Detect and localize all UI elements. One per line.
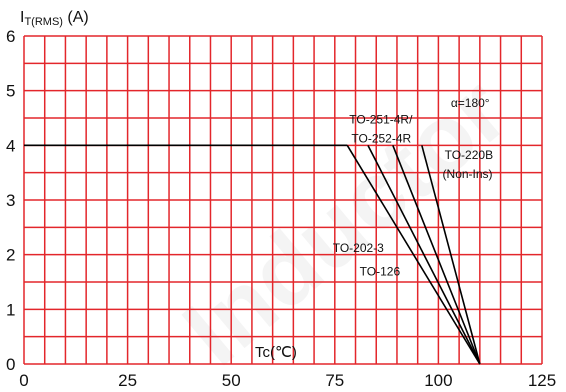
annotations: α=180° TO-251-4R/TO-252-4R TO-220B (Non-Ins… [333, 96, 493, 278]
y-tick-label: 2 [6, 246, 15, 265]
annotation-label: TO-126 [360, 264, 401, 278]
annotation-label: TO-220B [445, 148, 493, 162]
y-tick-label: 3 [6, 191, 15, 210]
x-tick-label: 50 [222, 371, 241, 390]
y-tick-label: 4 [6, 136, 15, 155]
annotation-label: α=180° [451, 96, 490, 110]
y-axis-label-main: I [20, 9, 24, 26]
series-lines [24, 144, 481, 365]
annotation-label: TO-252-4R [351, 132, 411, 146]
series-line [392, 145, 481, 365]
x-tick-label: 0 [19, 371, 28, 390]
y-tick-label: 6 [6, 27, 15, 46]
series-line [421, 145, 481, 365]
y-tick-label: 1 [6, 300, 15, 319]
x-tick-label: 100 [424, 371, 452, 390]
y-tick-label: 0 [6, 355, 15, 374]
y-axis-label: IT(RMS) (A) [20, 9, 89, 28]
axis-ticks: 0 1 2 3 4 5 6 0 25 50 75 100 125 [6, 27, 556, 390]
annotation-label: (Non-Ins) [443, 167, 493, 181]
grid [23, 35, 543, 365]
x-axis-label: Tc(℃) [255, 344, 297, 361]
annotation-label: TO-202-3 [333, 241, 384, 255]
y-tick-label: 5 [6, 82, 15, 101]
annotation-label: TO-251-4R/ [349, 112, 413, 126]
x-tick-label: 125 [528, 371, 556, 390]
x-tick-label: 25 [118, 371, 137, 390]
x-tick-label: 75 [325, 371, 344, 390]
y-axis-label-unit: (A) [67, 9, 88, 26]
series-line [346, 144, 481, 365]
y-axis-label-sub: T(RMS) [24, 16, 63, 28]
series-line [367, 144, 481, 365]
